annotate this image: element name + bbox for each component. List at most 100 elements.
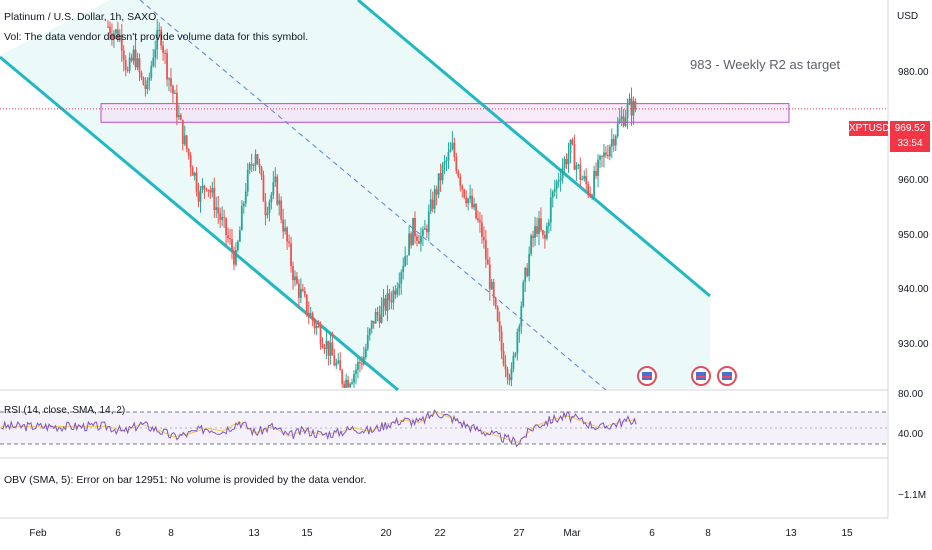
candle-body (311, 313, 314, 321)
candle-body (134, 49, 137, 68)
candle-body (162, 45, 165, 53)
candle-body (404, 256, 407, 266)
candle-body (205, 188, 208, 190)
candle-body (632, 101, 635, 116)
candle-body (536, 226, 538, 234)
candle-body (227, 235, 229, 239)
candle-body (126, 69, 129, 71)
obv-note[interactable]: OBV (SMA, 5): Error on bar 12951: No vol… (4, 474, 367, 486)
rsi-label[interactable]: RSI (14, close, SMA, 14, 2) (4, 405, 126, 416)
candle-body (225, 218, 227, 236)
price-tick-980: 980.00 (898, 67, 929, 78)
candle-body (469, 195, 472, 199)
candle-body (504, 364, 507, 370)
x-tick-13-mar: 13 (785, 528, 797, 539)
candle-body (569, 139, 572, 154)
candle-body (380, 306, 383, 323)
x-tick-8-mar: 8 (705, 528, 711, 539)
candle-body (382, 298, 385, 307)
candle-body (366, 335, 369, 349)
candle-body (551, 191, 554, 198)
candle-body (150, 65, 153, 78)
candle-body (583, 176, 586, 179)
candle-body (500, 331, 503, 352)
candle-body (272, 182, 275, 195)
candle-body (319, 327, 322, 345)
candle-body (368, 328, 371, 336)
price-tick-940: 940.00 (898, 284, 929, 295)
candle-body (490, 282, 493, 290)
candle-body (254, 154, 257, 166)
candle-body (142, 77, 145, 86)
x-tick-8: 8 (168, 528, 174, 539)
candle-body (341, 370, 344, 384)
candle-body (388, 293, 391, 301)
candle-body (445, 160, 448, 162)
candle-body (299, 289, 302, 298)
candle-body (296, 276, 298, 284)
candle-body (374, 311, 377, 324)
candle-body (498, 321, 501, 332)
candle-body (183, 135, 186, 145)
candle-body (433, 189, 436, 209)
candle-body (457, 171, 460, 177)
candle-body (579, 164, 582, 180)
currency-unit: USD (897, 11, 919, 22)
target-annotation[interactable]: 983 - Weekly R2 as target (690, 57, 841, 72)
candle-body (235, 250, 237, 265)
candle-body (599, 155, 601, 160)
candle-body (122, 50, 125, 61)
volume-note: Vol: The data vendor doesn't provide vol… (4, 31, 309, 43)
candle-body (353, 373, 355, 383)
candle-body (156, 29, 159, 50)
candle-body (185, 135, 188, 149)
candle-body (343, 383, 346, 388)
candle-body (276, 176, 279, 205)
candle-body (597, 159, 599, 176)
candle-body (248, 164, 251, 170)
candle-body (309, 313, 312, 315)
candle-body (439, 173, 442, 181)
candle-body (323, 347, 326, 349)
price-axis[interactable]: 980.00 960.00 950.00 940.00 930.00 80.00… (888, 0, 932, 520)
rsi-line (1, 409, 637, 448)
rsi-tick-40: 40.00 (898, 429, 924, 440)
candle-body (437, 173, 440, 195)
candle-body (229, 238, 231, 240)
candle-body (392, 290, 395, 303)
candle-body (534, 226, 536, 238)
candle-body (362, 356, 365, 365)
obv-tick: −1.1M (898, 490, 927, 501)
candle-body (398, 283, 401, 289)
candle-body (187, 148, 190, 156)
candle-body (360, 363, 363, 365)
symbol-price-tag: XPTUSD (849, 121, 890, 136)
candle-body (266, 213, 269, 216)
candle-body (256, 154, 259, 165)
candle-body (510, 368, 513, 381)
candle-body (486, 259, 489, 265)
candle-body (396, 288, 399, 295)
candle-body (605, 152, 607, 156)
x-tick-27: 27 (513, 528, 525, 539)
candle-body (372, 320, 375, 324)
candle-body (219, 213, 222, 220)
candle-body (351, 382, 353, 384)
candle-body (502, 351, 505, 365)
candle-body (313, 320, 316, 329)
last-price: 969.52 (894, 123, 926, 134)
candle-body (331, 342, 334, 356)
candle-body (335, 362, 338, 366)
channel-upper-line (357, 0, 711, 298)
candle-body (213, 188, 216, 211)
candle-body (238, 230, 241, 242)
candle-body (349, 383, 351, 388)
candle-body (481, 222, 483, 237)
candle-body (274, 176, 277, 183)
candle-body (288, 241, 290, 244)
x-tick-mar: Mar (563, 528, 581, 539)
candle-body (339, 360, 342, 371)
candle-body (585, 176, 588, 185)
